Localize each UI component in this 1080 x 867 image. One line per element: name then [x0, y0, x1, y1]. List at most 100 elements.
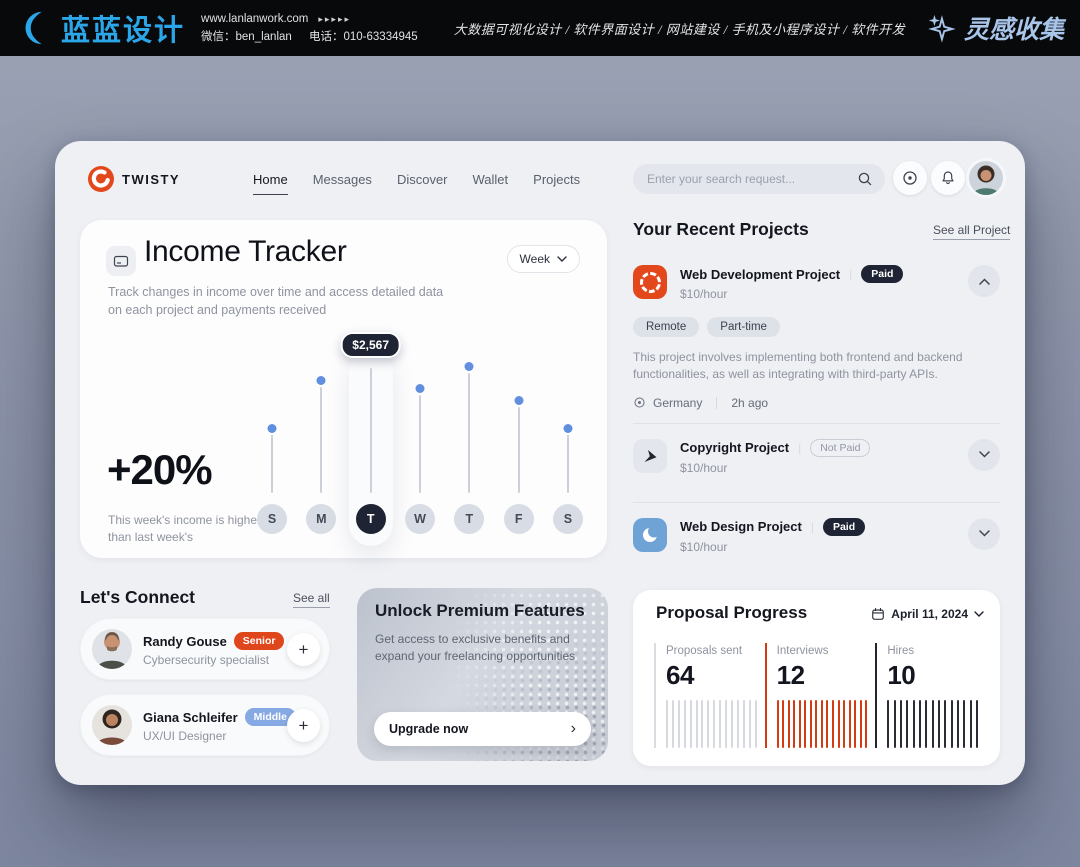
search-bar[interactable] — [633, 164, 885, 194]
collect-link[interactable]: 灵感收集 — [926, 10, 1064, 46]
project-info: Web Design Project | Paid $10/hour — [680, 516, 1000, 554]
nav-item-projects[interactable]: Projects — [533, 172, 581, 187]
tick-mark — [906, 700, 909, 748]
period-select[interactable]: Week — [506, 245, 580, 273]
stat-value: 12 — [776, 660, 805, 690]
project-title-line: Web Design Project | Paid — [680, 517, 1000, 536]
proposal-progress-title: Proposal Progress — [656, 603, 808, 622]
nav-item-discover[interactable]: Discover — [396, 172, 448, 187]
arrow-right-icon: › — [570, 720, 576, 737]
tick-mark — [963, 700, 966, 748]
calendar-icon — [872, 608, 885, 620]
period-value: Week — [519, 252, 550, 266]
project-row: Web Development Project | Paid $10/hour — [633, 263, 1000, 315]
chart-dot — [514, 396, 524, 405]
chart-day-label[interactable]: T — [454, 504, 485, 534]
chart-stem — [320, 387, 323, 493]
nav-item-messages[interactable]: Messages — [312, 172, 372, 187]
user-avatar[interactable] — [969, 161, 1003, 195]
tick-mark — [837, 700, 840, 748]
agency-logo-icon — [25, 11, 43, 45]
project-tag[interactable]: Remote — [633, 317, 700, 337]
upgrade-now-button[interactable]: Upgrade now › — [374, 712, 591, 746]
chart-day-label[interactable]: F — [503, 504, 534, 534]
divider: | — [798, 440, 802, 455]
stat-label: Interviews — [776, 645, 829, 657]
notifications-button[interactable] — [931, 161, 965, 195]
credit-card-icon — [106, 246, 136, 276]
date-select[interactable]: April 11, 2024 — [871, 607, 984, 621]
tick-mark — [969, 700, 972, 748]
chart-column-5[interactable]: F — [497, 330, 541, 544]
search-icon — [858, 172, 872, 186]
projects-list: Web Development Project | Paid $10/hour Remo… — [633, 263, 1000, 568]
project-meta: Germany 2h ago — [633, 396, 1000, 410]
proposal-progress-card: Proposal Progress April 11, 2024 Proposa… — [633, 590, 1000, 766]
people-list: Randy Gouse Senior Cybersecurity specialis… — [80, 618, 330, 770]
stat-ticks — [776, 700, 876, 748]
tick-mark — [719, 700, 722, 748]
stat-ticks — [887, 700, 986, 748]
search-input[interactable] — [645, 171, 857, 187]
lets-connect-title: Let's Connect — [80, 587, 196, 607]
person-role: UX/UI Designer — [143, 729, 227, 743]
chart-dot — [563, 424, 573, 433]
agency-wechat: 微信：ben_lanlan — [201, 31, 292, 43]
tick-mark — [809, 700, 812, 748]
project-expand-button[interactable] — [968, 517, 1000, 550]
chart-day-label[interactable]: S — [257, 504, 287, 534]
collect-label: 灵感收集 — [963, 17, 1064, 44]
person-info: Randy Gouse Senior Cybersecurity specialis… — [143, 619, 329, 667]
stat-ticks — [666, 700, 765, 748]
chart-day-label[interactable]: T — [355, 504, 386, 534]
chart-day-label[interactable]: S — [552, 504, 583, 534]
project-time-ago: 2h ago — [731, 395, 769, 410]
recent-projects-title: Your Recent Projects — [633, 219, 809, 239]
see-all-projects-link[interactable]: See all Project — [933, 223, 1011, 240]
project-expand-button[interactable] — [968, 438, 1000, 471]
project-collapse-button[interactable] — [968, 265, 1000, 297]
chart-day-label[interactable]: W — [404, 504, 435, 534]
chart-column-6[interactable]: S — [546, 330, 590, 544]
tick-mark — [848, 700, 851, 748]
tick-mark — [859, 700, 862, 748]
tick-mark — [666, 700, 668, 748]
target-button[interactable] — [893, 161, 927, 195]
tick-mark — [776, 700, 779, 748]
proposal-stat-2: Hires 10 — [875, 643, 986, 748]
income-week-chart: S M $2,567 T W T F S — [250, 330, 590, 546]
chart-day-label[interactable]: M — [306, 504, 337, 534]
tick-mark — [937, 700, 940, 748]
premium-subtitle: Get access to exclusive benefits and exp… — [375, 632, 576, 664]
list-divider — [633, 422, 1000, 424]
tick-mark — [887, 700, 890, 748]
tick-mark — [689, 700, 692, 748]
divider — [716, 396, 718, 409]
nav-item-wallet[interactable]: Wallet — [472, 172, 509, 187]
chart-column-4[interactable]: T — [447, 330, 491, 544]
tick-mark — [754, 700, 757, 748]
project-row: Copyright Project | Not Paid $10/hour — [633, 437, 1000, 489]
income-change-value: +20% — [107, 446, 213, 493]
tick-mark — [748, 700, 751, 748]
chart-column-0[interactable]: S — [250, 330, 294, 544]
connect-add-button[interactable]: + — [287, 709, 320, 742]
person-avatar — [92, 629, 132, 669]
tick-mark — [736, 700, 739, 748]
project-tag[interactable]: Part-time — [707, 317, 780, 337]
connect-add-button[interactable]: + — [287, 633, 320, 666]
see-all-people-link[interactable]: See all — [293, 591, 330, 608]
chart-column-1[interactable]: M — [299, 330, 343, 544]
chart-column-3[interactable]: W — [398, 330, 442, 544]
level-badge: Middle — [244, 708, 296, 726]
chart-stem — [566, 435, 569, 493]
chart-dot — [267, 424, 277, 433]
nav-item-home[interactable]: Home — [253, 172, 288, 195]
tick-mark — [671, 700, 674, 748]
chart-column-2[interactable]: $2,567 T — [340, 330, 402, 546]
stat-value: 10 — [887, 660, 916, 690]
chart-dot — [464, 362, 474, 371]
tick-mark — [677, 700, 680, 748]
chevron-down-icon — [978, 530, 990, 537]
date-value: April 11, 2024 — [891, 607, 968, 621]
